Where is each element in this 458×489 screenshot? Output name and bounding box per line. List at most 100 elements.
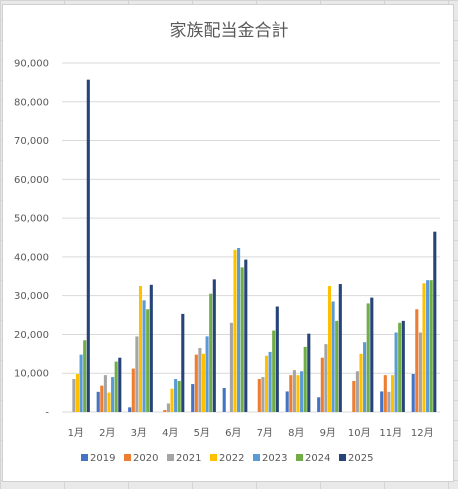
bar bbox=[292, 370, 296, 412]
bar bbox=[166, 403, 170, 412]
x-tick-label: 7月 bbox=[257, 427, 273, 439]
bar bbox=[198, 348, 202, 412]
bar bbox=[244, 259, 248, 412]
bar bbox=[138, 285, 143, 412]
bar bbox=[429, 280, 433, 412]
bar bbox=[268, 351, 272, 412]
x-tick-label: 5月 bbox=[194, 427, 210, 439]
bar bbox=[170, 388, 174, 412]
x-axis-ticks: 1月 2月 3月 4月 5月 6月 7月 8月 9月 10月 11月 12月 bbox=[68, 427, 434, 439]
bar bbox=[366, 303, 370, 412]
bar bbox=[181, 313, 185, 412]
bar bbox=[390, 375, 395, 412]
y-tick-label: - bbox=[45, 408, 49, 419]
bar bbox=[83, 340, 87, 412]
bar bbox=[194, 354, 198, 412]
legend: 2019 2020 2021 2022 2023 2024 2025 bbox=[81, 453, 373, 464]
bar bbox=[201, 353, 206, 412]
x-tick-label: 10月 bbox=[348, 427, 371, 439]
legend-label: 2020 bbox=[133, 453, 158, 464]
bar bbox=[394, 332, 398, 412]
y-tick-label: 40,000 bbox=[14, 252, 49, 263]
bar bbox=[229, 322, 233, 412]
bar bbox=[86, 79, 90, 413]
bar bbox=[272, 330, 276, 412]
bar bbox=[177, 380, 181, 412]
bar bbox=[300, 371, 304, 412]
bar bbox=[212, 279, 216, 412]
legend-label: 2021 bbox=[176, 453, 201, 464]
bar bbox=[422, 283, 426, 412]
bar bbox=[383, 375, 387, 412]
bar bbox=[363, 342, 367, 412]
bar bbox=[209, 293, 213, 412]
bar bbox=[131, 368, 135, 412]
bar bbox=[352, 380, 356, 412]
bar bbox=[100, 385, 104, 412]
bar bbox=[205, 336, 209, 412]
bar bbox=[103, 375, 107, 412]
x-tick-label: 1月 bbox=[68, 427, 84, 439]
legend-swatch bbox=[210, 454, 217, 461]
bar bbox=[264, 355, 269, 412]
y-tick-label: 70,000 bbox=[14, 136, 49, 147]
bar bbox=[426, 280, 430, 412]
bar bbox=[415, 309, 419, 412]
bar bbox=[72, 379, 76, 412]
bar bbox=[142, 300, 146, 412]
bar bbox=[331, 301, 335, 412]
x-tick-label: 2月 bbox=[99, 427, 115, 439]
bar bbox=[118, 357, 122, 412]
bar bbox=[289, 375, 293, 412]
bar bbox=[355, 371, 359, 412]
legend-swatch bbox=[253, 454, 260, 461]
x-tick-label: 8月 bbox=[288, 427, 304, 439]
bar bbox=[96, 391, 100, 412]
bar bbox=[296, 375, 300, 412]
y-tick-label: 20,000 bbox=[14, 330, 49, 341]
bar bbox=[163, 410, 167, 412]
bar bbox=[107, 392, 111, 412]
legend-swatch bbox=[339, 454, 346, 461]
x-tick-label: 11月 bbox=[379, 427, 402, 439]
y-tick-label: 10,000 bbox=[14, 369, 49, 380]
legend-swatch bbox=[81, 454, 88, 461]
y-tick-label: 60,000 bbox=[14, 175, 49, 186]
bar bbox=[257, 379, 261, 412]
bar bbox=[237, 247, 241, 412]
y-gridlines bbox=[62, 62, 440, 413]
bar bbox=[380, 391, 384, 412]
bar bbox=[320, 357, 324, 412]
legend-label: 2023 bbox=[262, 453, 287, 464]
y-axis-ticks: - 10,000 20,000 30,000 40,000 50,000 60,000 70,… bbox=[14, 59, 49, 419]
legend-label: 2019 bbox=[90, 453, 115, 464]
legend-label: 2024 bbox=[305, 453, 330, 464]
bar bbox=[359, 353, 363, 412]
bar bbox=[275, 306, 279, 412]
bar bbox=[233, 249, 237, 412]
bar bbox=[317, 397, 321, 412]
bar bbox=[261, 377, 265, 412]
x-tick-label: 6月 bbox=[225, 427, 241, 439]
bar bbox=[79, 354, 83, 412]
legend-swatch bbox=[167, 454, 174, 461]
bar bbox=[418, 332, 422, 412]
bar bbox=[146, 309, 150, 412]
bar bbox=[324, 344, 328, 412]
y-tick-label: 50,000 bbox=[14, 214, 49, 225]
x-tick-label: 9月 bbox=[320, 427, 336, 439]
bar bbox=[387, 391, 391, 412]
bar bbox=[114, 361, 118, 412]
bar bbox=[240, 267, 244, 412]
y-tick-label: 80,000 bbox=[14, 97, 49, 108]
legend-swatch bbox=[296, 454, 303, 461]
bar bbox=[149, 284, 153, 412]
bar bbox=[75, 373, 80, 412]
bar bbox=[128, 407, 132, 412]
bar bbox=[411, 373, 415, 412]
bar bbox=[303, 346, 307, 412]
bar bbox=[327, 285, 332, 412]
bar bbox=[111, 377, 115, 412]
bar-series bbox=[72, 79, 437, 413]
